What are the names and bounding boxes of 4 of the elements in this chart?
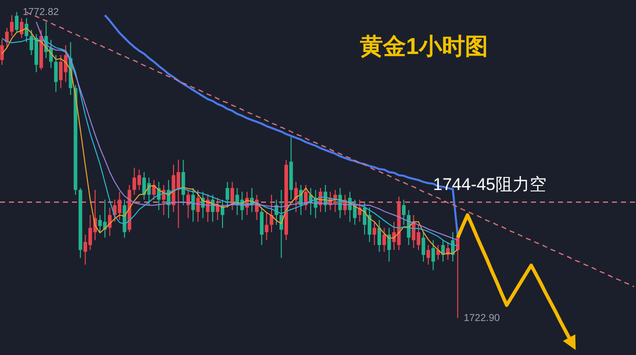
- text: 黄金1小时图: [359, 33, 488, 59]
- annotation: 1722.90: [464, 313, 500, 324]
- annotation: 1772.82: [22, 7, 60, 18]
- annotation: 1744-45阻力空: [433, 175, 546, 194]
